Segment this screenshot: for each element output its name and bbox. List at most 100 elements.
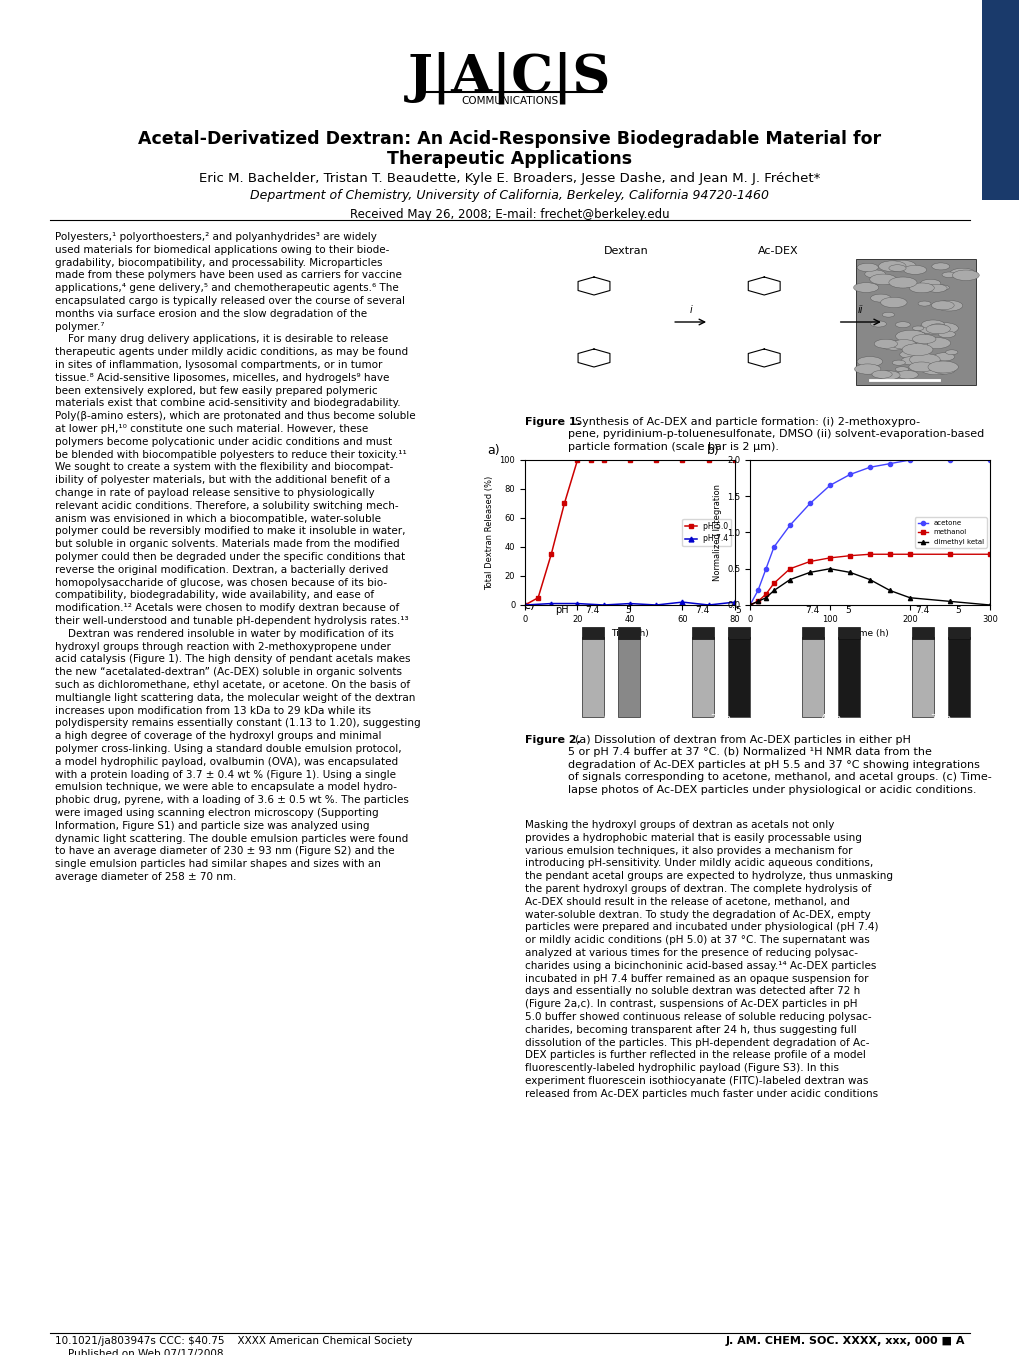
- Text: Masking the hydroxyl groups of dextran as acetals not only
provides a hydrophobi: Masking the hydroxyl groups of dextran a…: [525, 820, 892, 1099]
- Text: 10.1021/ja803947s CCC: $40.75    XXXX American Chemical Society: 10.1021/ja803947s CCC: $40.75 XXXX Ameri…: [55, 1336, 412, 1346]
- Circle shape: [912, 335, 935, 344]
- acetone: [767, 539, 780, 556]
- Text: 7.4: 7.4: [804, 606, 818, 615]
- dimethyl ketal: [823, 561, 836, 577]
- Circle shape: [873, 339, 897, 348]
- Circle shape: [879, 297, 906, 308]
- methanol: [751, 593, 763, 610]
- Text: 7.4: 7.4: [914, 606, 928, 615]
- Bar: [728, 637, 749, 717]
- Bar: [911, 637, 933, 717]
- Circle shape: [930, 301, 953, 310]
- Text: J. AM. CHEM. SOC. XXXX, xxx, 000 ■ A: J. AM. CHEM. SOC. XXXX, xxx, 000 ■ A: [725, 1336, 964, 1346]
- pH 5.0: [729, 451, 741, 467]
- pH 5.0: [557, 496, 570, 512]
- Circle shape: [870, 294, 891, 302]
- Circle shape: [880, 340, 906, 350]
- Circle shape: [856, 263, 877, 271]
- Line: acetone: acetone: [747, 458, 991, 607]
- Y-axis label: Total Dextran Released (%): Total Dextran Released (%): [484, 476, 493, 589]
- Circle shape: [896, 370, 917, 379]
- Text: 24 h: 24 h: [710, 714, 731, 724]
- Circle shape: [891, 340, 915, 350]
- Text: a): a): [487, 444, 499, 457]
- Circle shape: [903, 266, 925, 275]
- methanol: [767, 575, 780, 591]
- Circle shape: [888, 264, 905, 271]
- Bar: [801, 637, 823, 717]
- methanol: [784, 561, 796, 577]
- pH 5.0: [624, 451, 636, 467]
- Circle shape: [901, 356, 922, 364]
- methanol: [743, 596, 755, 612]
- Circle shape: [888, 276, 916, 289]
- Circle shape: [899, 351, 918, 358]
- methanol: [803, 553, 815, 569]
- dimethyl ketal: [863, 572, 875, 588]
- Circle shape: [927, 360, 958, 373]
- Circle shape: [853, 283, 877, 293]
- dimethyl ketal: [983, 596, 996, 612]
- Circle shape: [895, 367, 908, 373]
- Bar: [838, 627, 859, 640]
- acetone: [983, 451, 996, 467]
- acetone: [784, 518, 796, 534]
- pH 7.4: [702, 596, 714, 612]
- X-axis label: Time (h): Time (h): [610, 629, 648, 638]
- Circle shape: [911, 327, 923, 331]
- Text: Figure 1.: Figure 1.: [525, 417, 580, 427]
- methanol: [943, 546, 955, 562]
- pH 7.4: [649, 596, 661, 612]
- Circle shape: [908, 362, 933, 371]
- acetone: [759, 561, 771, 577]
- Bar: [947, 637, 969, 717]
- acetone: [843, 466, 855, 482]
- Circle shape: [925, 324, 950, 333]
- pH 5.0: [584, 451, 596, 467]
- Circle shape: [931, 263, 949, 270]
- pH 7.4: [544, 595, 556, 611]
- Bar: [981, 0, 1019, 201]
- Circle shape: [869, 274, 896, 285]
- dimethyl ketal: [784, 572, 796, 588]
- Text: 48 h: 48 h: [820, 714, 841, 724]
- pH 5.0: [544, 546, 556, 562]
- Text: ii: ii: [857, 305, 863, 314]
- Y-axis label: Normalized Integration: Normalized Integration: [712, 484, 720, 581]
- Circle shape: [928, 322, 958, 333]
- pH 5.0: [532, 589, 544, 606]
- Circle shape: [926, 360, 942, 366]
- Bar: [728, 627, 749, 640]
- Circle shape: [933, 366, 955, 374]
- Line: pH 7.4: pH 7.4: [522, 600, 737, 607]
- Circle shape: [901, 344, 932, 355]
- Text: Acetal-Derivatized Dextran: An Acid-Responsive Biodegradable Material for: Acetal-Derivatized Dextran: An Acid-Resp…: [139, 130, 880, 148]
- dimethyl ketal: [751, 593, 763, 610]
- dimethyl ketal: [903, 589, 915, 606]
- Circle shape: [915, 341, 927, 347]
- pH 5.0: [519, 596, 531, 612]
- dimethyl ketal: [759, 589, 771, 606]
- Text: Eric M. Bachelder, Tristan T. Beaudette, Kyle E. Broaders, Jesse Dashe, and Jean: Eric M. Bachelder, Tristan T. Beaudette,…: [199, 172, 820, 186]
- methanol: [983, 546, 996, 562]
- Circle shape: [932, 352, 954, 360]
- Text: Therapeutic Applications: Therapeutic Applications: [387, 150, 632, 168]
- Text: COMMUNICATIONS: COMMUNICATIONS: [461, 96, 558, 106]
- pH 5.0: [597, 451, 609, 467]
- Line: dimethyl ketal: dimethyl ketal: [747, 566, 991, 607]
- Bar: [582, 637, 603, 717]
- Circle shape: [918, 322, 947, 335]
- Bar: [582, 627, 603, 640]
- Text: Figure 2.: Figure 2.: [525, 734, 580, 745]
- Text: Polyesters,¹ polyorthoesters,² and polyanhydrides³ are widely
used materials for: Polyesters,¹ polyorthoesters,² and polya…: [55, 232, 420, 882]
- Circle shape: [877, 260, 905, 271]
- Legend: pH 5.0, pH 7.4: pH 5.0, pH 7.4: [682, 519, 731, 546]
- X-axis label: Time (h): Time (h): [850, 629, 888, 638]
- pH 7.4: [519, 596, 531, 612]
- Circle shape: [895, 321, 910, 328]
- Bar: [618, 637, 639, 717]
- Circle shape: [856, 356, 881, 367]
- pH 7.4: [597, 596, 609, 612]
- dimethyl ketal: [843, 564, 855, 580]
- Bar: [911, 627, 933, 640]
